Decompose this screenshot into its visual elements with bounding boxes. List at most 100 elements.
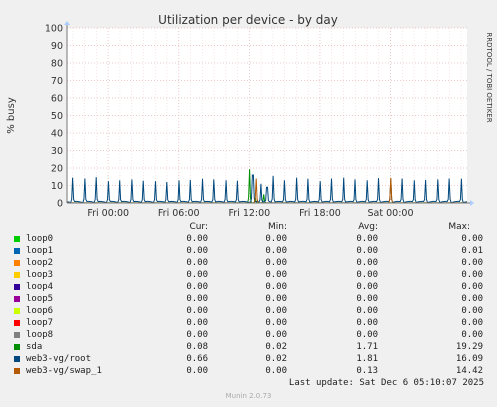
legend-series-name: loop7 (26, 318, 54, 328)
y-tick-label: 80 (51, 59, 63, 70)
legend-series-name: sda (26, 342, 43, 352)
legend-row: loop0 0.00 0.00 0.00 0.00 (0, 234, 497, 246)
legend-series-name: loop4 (26, 282, 54, 292)
legend-min-value: 0.00 (265, 294, 287, 304)
legend-row: loop1 0.00 0.00 0.00 0.01 (0, 246, 497, 258)
legend-cur-value: 0.08 (186, 342, 208, 352)
legend-min-value: 0.00 (265, 234, 287, 244)
col-avg-header: Avg: (358, 222, 378, 232)
y-tick-label: 60 (51, 94, 63, 105)
x-tick-label: Fri 06:00 (158, 208, 200, 219)
legend-swatch (14, 296, 20, 302)
col-cur-header: Cur: (189, 222, 208, 232)
legend-series-name: web3-vg/swap_1 (26, 366, 102, 376)
legend-swatch (14, 308, 20, 314)
legend-row: loop4 0.00 0.00 0.00 0.00 (0, 282, 497, 294)
legend-avg-value: 0.00 (356, 318, 378, 328)
chart-title: Utilization per device - by day (158, 13, 338, 27)
legend-series-name: loop3 (26, 270, 54, 280)
chart: Utilization per device - by day % busy R… (6, 13, 493, 219)
x-axis: Fri 00:00 Fri 06:00 Fri 12:00 Fri 18:00 Sat … (87, 208, 413, 219)
legend-series-name: loop6 (26, 306, 54, 316)
legend-max-value: 0.00 (461, 306, 483, 316)
legend-min-value: 0.00 (265, 270, 287, 280)
legend-swatch (14, 332, 20, 338)
legend-avg-value: 1.71 (356, 342, 378, 352)
legend-max-value: 0.00 (461, 234, 483, 244)
legend-header: Cur: Min: Avg: Max: (0, 222, 497, 234)
legend-max-value: 19.29 (455, 342, 483, 352)
legend-series-name: loop2 (26, 258, 54, 268)
legend-avg-value: 0.00 (356, 282, 378, 292)
legend-swatch (14, 272, 20, 278)
legend-cur-value: 0.00 (186, 330, 208, 340)
legend-cur-value: 0.00 (186, 282, 208, 292)
x-axis-arrow (470, 200, 474, 206)
legend-swatch (14, 320, 20, 326)
legend-avg-value: 0.00 (356, 270, 378, 280)
y-tick-label: 20 (51, 164, 63, 175)
legend-swatch (14, 284, 20, 290)
x-tick-label: Fri 12:00 (228, 208, 270, 219)
legend-cur-value: 0.00 (186, 366, 208, 376)
legend-min-value: 0.00 (265, 318, 287, 328)
legend-row: loop6 0.00 0.00 0.00 0.00 (0, 306, 497, 318)
legend-avg-value: 0.00 (356, 306, 378, 316)
legend-row: sda 0.08 0.02 1.71 19.29 (0, 342, 497, 354)
legend-max-value: 0.01 (461, 246, 483, 256)
x-tick-label: Fri 00:00 (87, 208, 129, 219)
legend-min-value: 0.02 (265, 342, 287, 352)
y-tick-label: 10 (51, 181, 63, 192)
legend-row: web3-vg/swap_1 0.00 0.00 0.13 14.42 (0, 366, 497, 378)
legend-max-value: 0.00 (461, 318, 483, 328)
legend-avg-value: 1.81 (356, 354, 378, 364)
legend-swatch (14, 260, 20, 266)
legend-min-value: 0.00 (265, 258, 287, 268)
legend-max-value: 16.09 (455, 354, 483, 364)
y-tick-label: 90 (51, 41, 63, 52)
legend-swatch (14, 368, 20, 374)
y-axis: 0 10 20 30 40 50 60 70 80 90 100 (45, 24, 63, 210)
legend-swatch (14, 344, 20, 350)
legend-max-value: 0.00 (461, 294, 483, 304)
x-tick-label: Sat 00:00 (368, 208, 414, 219)
grid (67, 27, 467, 204)
y-tick-label: 30 (51, 146, 63, 157)
col-min-header: Min: (267, 222, 287, 232)
legend-swatch (14, 236, 20, 242)
rrdtool-credit: RRDTOOL / TOBI OETIKER (485, 32, 493, 122)
legend-cur-value: 0.00 (186, 258, 208, 268)
y-tick-label: 0 (57, 199, 63, 210)
legend-min-value: 0.00 (265, 330, 287, 340)
legend-row: loop3 0.00 0.00 0.00 0.00 (0, 270, 497, 282)
y-axis-label: % busy (6, 97, 17, 134)
legend-rows: loop0 0.00 0.00 0.00 0.00 loop1 0.00 0.00 0.00 0.… (0, 234, 497, 378)
legend-cur-value: 0.00 (186, 318, 208, 328)
legend-swatch (14, 356, 20, 362)
legend-cur-value: 0.00 (186, 306, 208, 316)
legend-avg-value: 0.00 (356, 294, 378, 304)
legend-row: loop2 0.00 0.00 0.00 0.00 (0, 258, 497, 270)
legend-max-value: 0.00 (461, 270, 483, 280)
legend-row: loop7 0.00 0.00 0.00 0.00 (0, 318, 497, 330)
legend-series-name: web3-vg/root (26, 354, 92, 364)
y-tick-label: 100 (45, 24, 63, 35)
legend-row: loop5 0.00 0.00 0.00 0.00 (0, 294, 497, 306)
legend-avg-value: 0.00 (356, 258, 378, 268)
legend-avg-value: 0.00 (356, 234, 378, 244)
x-tick-label: Fri 18:00 (299, 208, 341, 219)
legend-cur-value: 0.00 (186, 294, 208, 304)
legend-avg-value: 0.13 (356, 366, 378, 376)
legend-swatch (14, 248, 20, 254)
munin-version: Munin 2.0.73 (225, 392, 272, 400)
y-tick-label: 70 (51, 76, 63, 87)
legend-cur-value: 0.00 (186, 246, 208, 256)
legend-max-value: 0.00 (461, 330, 483, 340)
last-update: Last update: Sat Dec 6 05:10:07 2025 (288, 378, 484, 388)
legend-cur-value: 0.00 (186, 234, 208, 244)
legend-series-name: loop0 (26, 234, 54, 244)
col-max-header: Max: (448, 222, 470, 232)
legend-max-value: 14.42 (455, 366, 483, 376)
legend-table: Cur: Min: Avg: Max: loop0 0.00 0.00 0.00 0.0… (0, 222, 497, 378)
series-line-web3-vg-root (66, 174, 468, 204)
